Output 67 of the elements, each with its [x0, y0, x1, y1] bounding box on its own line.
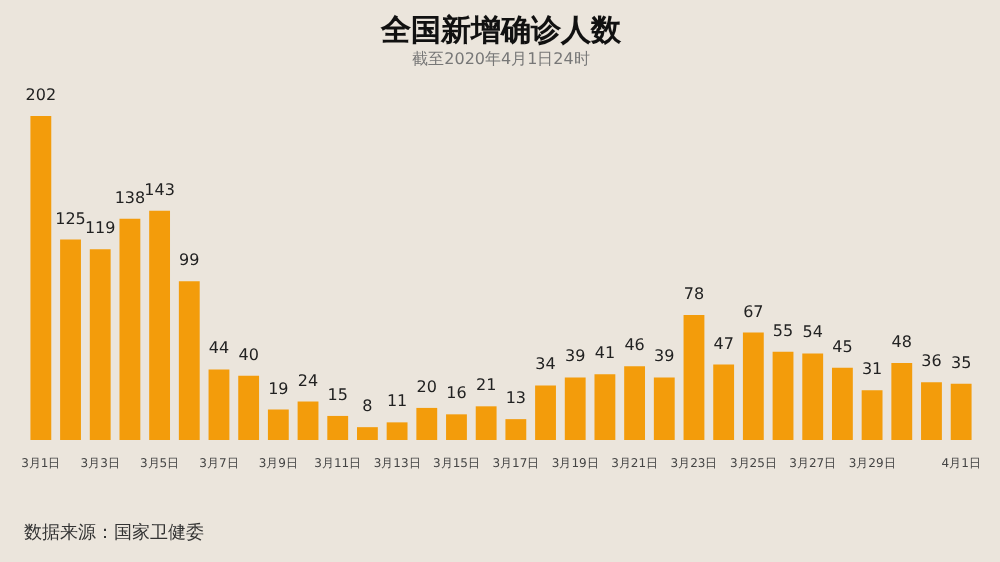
bar [683, 314, 705, 440]
data-label: 55 [772, 321, 794, 340]
bar [475, 406, 497, 440]
bar [921, 382, 942, 440]
data-label: 13 [505, 389, 527, 408]
data-label: 202 [25, 86, 57, 104]
data-label: 78 [683, 284, 705, 303]
chart-subtitle: 截至2020年4月1日24时 [412, 50, 590, 68]
data-label: 39 [654, 347, 675, 366]
bar [386, 422, 408, 440]
bar [30, 116, 52, 440]
bar [713, 364, 735, 440]
bar [950, 383, 972, 440]
bar [178, 281, 200, 440]
data-label: 8 [362, 397, 373, 416]
data-label: 34 [535, 355, 556, 374]
bar [861, 390, 883, 440]
bar [297, 401, 319, 440]
bar [446, 414, 467, 440]
data-label: 143 [144, 180, 175, 199]
bar [238, 375, 260, 440]
data-label: 44 [208, 339, 230, 358]
chart-title: 全国新增确诊人数 [379, 12, 623, 48]
data-label: 11 [386, 392, 408, 411]
data-label: 99 [179, 251, 200, 270]
bar [891, 363, 913, 440]
bar [89, 249, 111, 440]
bar [653, 377, 675, 440]
bar [60, 239, 81, 440]
bar [564, 377, 586, 440]
data-label: 15 [327, 385, 348, 404]
data-label: 138 [114, 188, 146, 207]
data-label: 16 [446, 384, 467, 403]
bar [119, 218, 141, 440]
data-label: 31 [861, 360, 883, 379]
bar [327, 415, 349, 440]
data-label: 40 [238, 345, 259, 364]
bar [772, 351, 794, 440]
bar [505, 419, 527, 440]
data-label: 35 [950, 353, 972, 372]
data-label: 125 [55, 209, 86, 228]
data-label: 39 [565, 347, 586, 366]
data-label: 47 [713, 334, 734, 353]
data-label: 36 [921, 352, 942, 371]
data-label: 21 [475, 376, 497, 395]
data-label: 45 [832, 337, 853, 356]
data-label: 54 [802, 323, 823, 342]
bar [831, 367, 853, 440]
bar [149, 210, 171, 440]
data-label: 41 [594, 344, 616, 363]
data-label: 20 [416, 377, 437, 396]
bar [742, 332, 764, 440]
bar [356, 427, 378, 440]
bar [802, 353, 824, 440]
bar [416, 407, 438, 440]
bar [624, 366, 646, 440]
bar [535, 385, 556, 440]
data-label: 46 [624, 336, 645, 355]
data-label: 24 [297, 371, 319, 390]
source-note: 数据来源：国家卫健委 [24, 520, 204, 546]
data-label: 67 [743, 302, 764, 321]
data-label: 48 [891, 333, 912, 352]
bar [594, 374, 616, 440]
data-label: 19 [268, 379, 289, 398]
bar [208, 369, 230, 440]
bar [267, 409, 289, 440]
data-label: 119 [84, 219, 116, 238]
